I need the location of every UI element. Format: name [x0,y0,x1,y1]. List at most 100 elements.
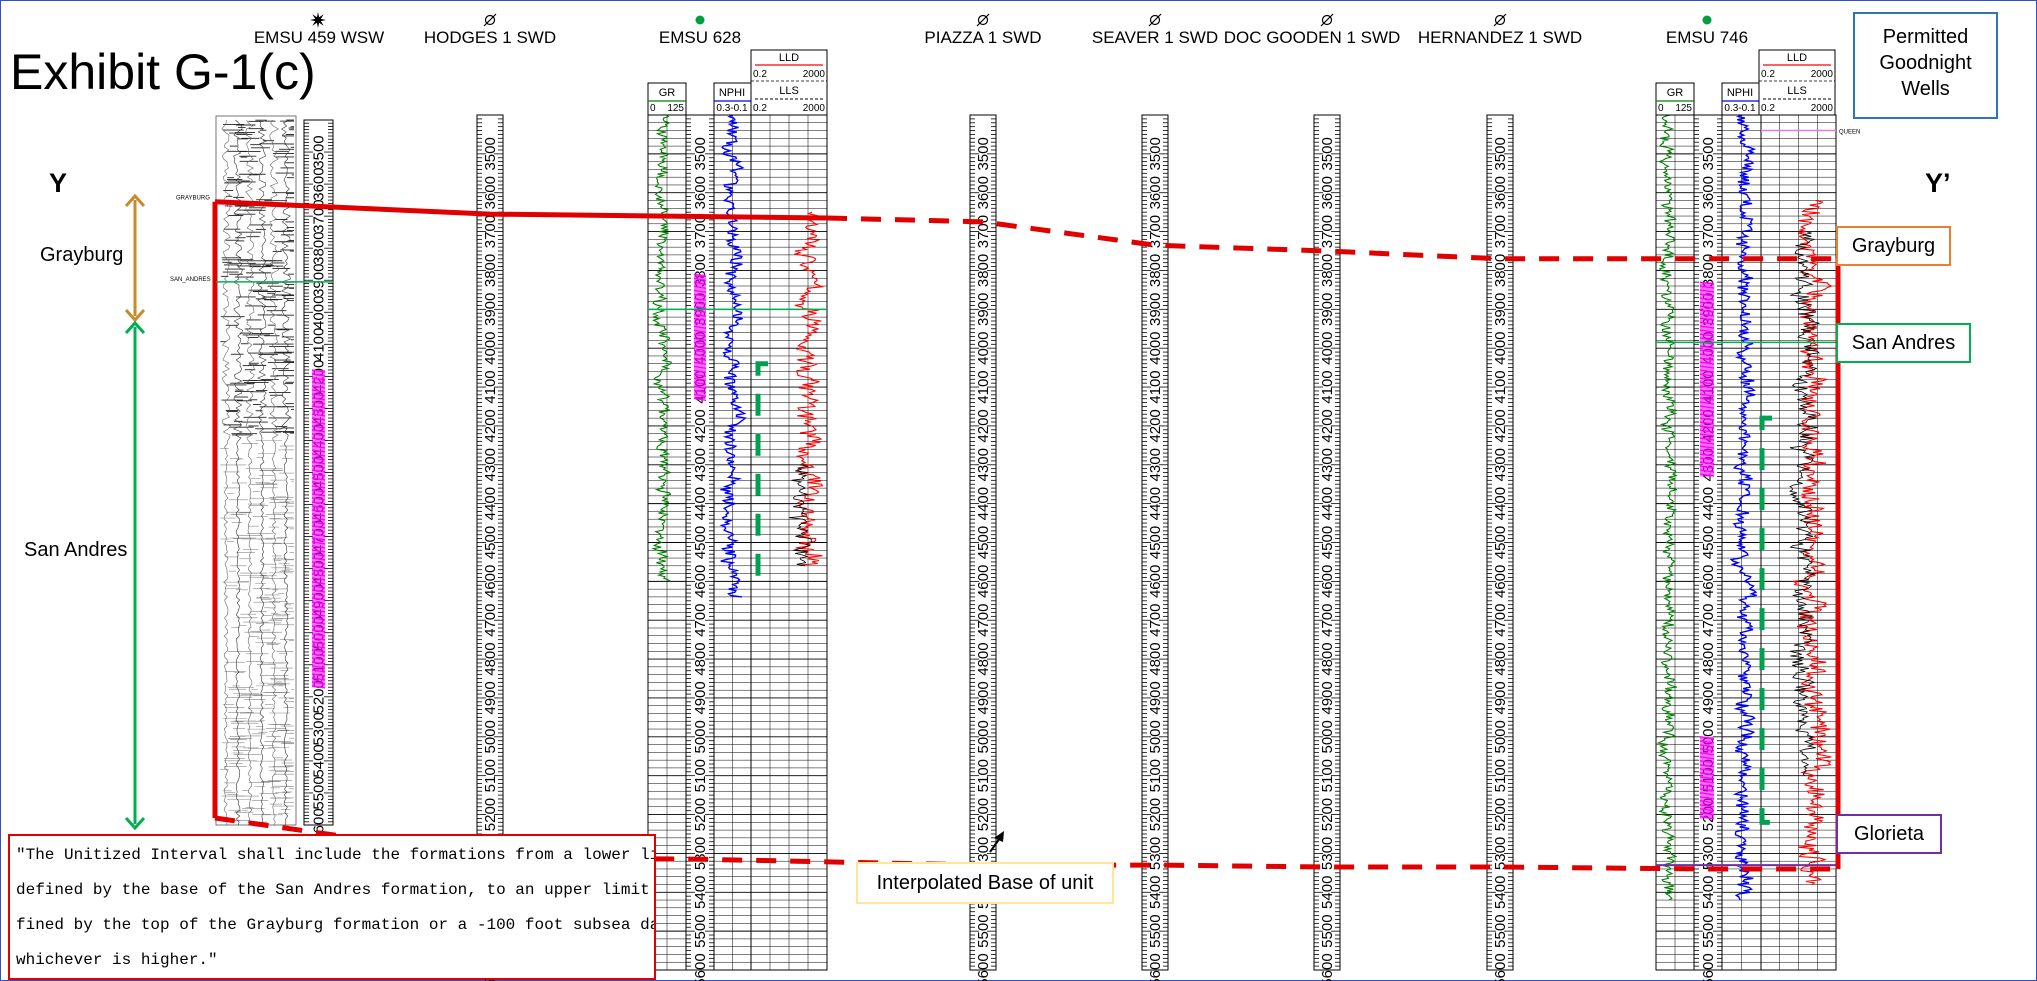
hernandez-depth-label: 5200 [1492,798,1509,831]
emsu459-perforation-hatch [311,461,326,465]
hernandez-depth-label: 3800 [1492,254,1509,287]
emsu628-depth-label: 5100 [692,759,709,792]
emsu459-perforation-hatch [311,405,326,409]
seaver-depth-label: 5600 [1147,953,1164,981]
piazza-depth-label: 5200 [975,798,992,831]
gooden-depth-label: 4800 [1319,642,1336,675]
raster-marker-grayburg: GRAYBURG [176,196,210,202]
emsu459-depth-label: 3800 [311,231,328,264]
hodges-depth-label: 4500 [482,526,499,559]
emsu459-perforation-hatch [311,589,326,593]
emsu459-perforation-hatch [311,533,326,537]
emsu628-depth-label: 4800 [692,642,709,675]
hernandez-depth-label: 5100 [1492,759,1509,792]
emsu459-perforation-hatch [311,473,326,477]
hodges-depth-label: 3500 [482,137,499,170]
emsu459-perforation-hatch [311,369,326,373]
emsu628-depth-label: 3500 [692,137,709,170]
seaver-depth-label: 3500 [1147,137,1164,170]
hernandez-depth-label: 4100 [1492,370,1509,403]
hodges-depth-label: 3600 [482,176,499,209]
emsu459-perforation-hatch [311,497,326,501]
gooden-depth-label: 5200 [1319,798,1336,831]
hodges-depth-label: 4900 [482,681,499,714]
emsu459-perforation-hatch [311,449,326,453]
hernandez-depth-label: 4700 [1492,604,1509,637]
hodges-depth-label: 5200 [482,798,499,831]
hernandez-depth-label: 4200 [1492,409,1509,442]
gooden-depth-label: 4100 [1319,370,1336,403]
hodges-depth-label: 4800 [482,642,499,675]
seaver-depth-label: 4600 [1147,565,1164,598]
hodges-depth-label: 4300 [482,448,499,481]
piazza-depth-label: 4200 [975,409,992,442]
emsu459-perforation-hatch [311,389,326,393]
emsu628-depth-label: 5200 [692,798,709,831]
hodges-depth-label: 4000 [482,331,499,364]
gooden-depth-label: 5100 [1319,759,1336,792]
emsu628-depth-label: 4300 [692,448,709,481]
hodges-depth-label: 5100 [482,759,499,792]
seaver-depth-label: 4300 [1147,448,1164,481]
piazza-depth-label: 3900 [975,293,992,326]
raster-curve [221,120,231,826]
emsu459-depth-label: 3900 [311,264,328,297]
emsu628-depth-label: 4900 [692,681,709,714]
gooden-depth-label: 4900 [1319,681,1336,714]
piazza-depth-label: 3800 [975,254,992,287]
piazza-depth-label: 4600 [975,565,992,598]
hernandez-depth-label: 5400 [1492,876,1509,909]
piazza-depth-label: 3500 [975,137,992,170]
emsu459-depth-label: 4100 [311,328,328,361]
emsu459-perforation-hatch [311,573,326,577]
emsu746-depth-label: 5600 [1700,953,1717,981]
emsu459-perforation-hatch [311,601,326,605]
emsu628-depth-label: 4400 [692,487,709,520]
hernandez-depth-label: 5300 [1492,837,1509,870]
emsu746-depth-label: 4900 [1700,681,1717,714]
seaver-depth-label: 4100 [1147,370,1164,403]
gooden-depth-label: 5500 [1319,914,1336,947]
emsu628-depth-label: 4600 [692,565,709,598]
emsu459-perforation-hatch [311,581,326,585]
emsu459-perforation-hatch [311,549,326,553]
emsu459-perforation-hatch [311,541,326,545]
emsu459-perforation-hatch [311,505,326,509]
hodges-depth-label: 4400 [482,487,499,520]
emsu628-depth-label: 5400 [692,876,709,909]
emsu459-perforation-hatch [311,517,326,521]
gooden-depth-label: 4200 [1319,409,1336,442]
emsu459-perforation-hatch [311,441,326,445]
emsu459-perforation-hatch [311,525,326,529]
piazza-depth-label: 4300 [975,448,992,481]
emsu459-perforation-hatch [311,605,326,609]
emsu459-perforation-hatch [311,501,326,505]
emsu746-depth-label: 3700 [1700,215,1717,248]
raster-curve [232,119,243,826]
hernandez-depth-label: 5600 [1492,953,1509,981]
hernandez-depth-label: 4900 [1492,681,1509,714]
gooden-depth-label: 3600 [1319,176,1336,209]
emsu459-depth-label: 5500 [311,776,328,809]
gooden-depth-label: 3700 [1319,215,1336,248]
emsu746-depth-label: 4700 [1700,604,1717,637]
emsu746-depth-label: 4800 [1700,642,1717,675]
emsu459-perforation-hatch [311,585,326,589]
emsu459-perforation-hatch [311,577,326,581]
emsu459-perforation-hatch [311,569,326,573]
emsu459-perforation-hatch [311,469,326,473]
emsu459-perforation-hatch [311,493,326,497]
gooden-depth-label: 5000 [1319,720,1336,753]
emsu459-perforation-hatch [311,377,326,381]
seaver-depth-label: 3900 [1147,293,1164,326]
seaver-depth-label: 4400 [1147,487,1164,520]
emsu628-depth-label: 5300 [692,837,709,870]
emsu459-depth-label: 3500 [311,135,328,168]
emsu628-depth-label: 4500 [692,526,709,559]
seaver-depth-label: 5000 [1147,720,1164,753]
emsu628-depth-label: 3700 [692,215,709,248]
hodges-depth-label: 3700 [482,215,499,248]
emsu459-perforation-hatch [311,401,326,405]
seaver-depth-label: 4500 [1147,526,1164,559]
hernandez-depth-label: 3600 [1492,176,1509,209]
